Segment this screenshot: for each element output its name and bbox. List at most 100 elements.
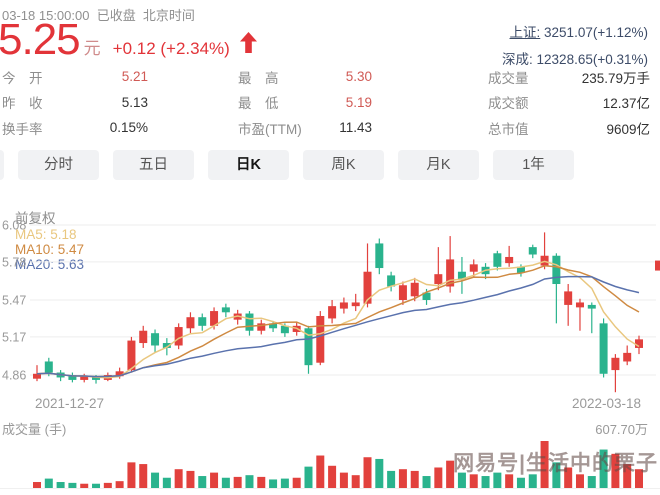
volume-bar <box>434 467 443 488</box>
stat-label: 最 高 <box>238 70 279 86</box>
stat-row: 今 开 5.21 <box>2 64 148 90</box>
volume-bar <box>398 469 407 488</box>
volume-chart[interactable] <box>0 437 660 495</box>
volume-bar <box>56 482 65 488</box>
candle-body <box>410 282 419 297</box>
stat-value: 235.79万手 <box>581 70 650 86</box>
stat-label: 昨 收 <box>2 96 43 112</box>
y-axis-label: 5.78 <box>2 255 26 269</box>
volume-bar <box>339 472 348 488</box>
stat-value: 11.43 <box>339 120 372 136</box>
volume-bar <box>575 474 584 488</box>
tab-weekly-k[interactable]: 周K <box>303 150 384 180</box>
index-link-shanghai[interactable]: 上证: 3251.07(+1.12%) <box>495 6 648 56</box>
index-value-shanghai: 3251.07(+1.12%) <box>540 25 648 40</box>
volume-bar <box>269 479 278 488</box>
volume-bar <box>139 464 148 488</box>
stat-label: 今 开 <box>2 70 43 86</box>
volume-bar <box>422 476 431 488</box>
candle-body <box>269 323 278 329</box>
volume-max-label: 607.70万 <box>595 422 648 437</box>
candle-body <box>139 330 148 344</box>
ma10-legend: MA10: 5.47 <box>15 242 85 257</box>
stat-value: 5.13 <box>121 94 148 110</box>
stat-label: 换手率 <box>2 121 43 137</box>
candle-body <box>422 292 431 300</box>
candle-body <box>434 274 443 285</box>
tab-5day[interactable]: 五日 <box>113 150 194 180</box>
ma20-line <box>36 275 640 378</box>
adjust-mode-label[interactable]: 前复权 <box>15 211 56 226</box>
candle-body <box>505 256 514 264</box>
candle-body <box>162 343 171 348</box>
stat-value: 9609亿 <box>606 121 650 137</box>
price-unit: 元 <box>83 39 101 58</box>
candle-body <box>398 285 407 300</box>
candle-body <box>68 375 77 380</box>
stat-label: 最 低 <box>238 96 279 112</box>
y-axis-label: 4.86 <box>2 369 26 383</box>
candle-body <box>127 340 136 371</box>
index-name-shenzhen[interactable]: 深成: <box>502 52 533 67</box>
candle-body <box>564 291 573 305</box>
volume-bar <box>316 455 325 488</box>
volume-bar <box>493 472 502 488</box>
quote-stats: 今 开 5.21 昨 收 5.13 换手率 0.15% 最 高 5.30 最 低… <box>2 64 652 144</box>
volume-bar <box>80 483 89 488</box>
volume-bar <box>304 466 313 488</box>
ma5-legend: MA5: 5.18 <box>15 227 77 242</box>
candle-body <box>375 243 384 269</box>
candle-body <box>575 302 584 308</box>
volume-bar <box>280 478 289 488</box>
y-axis-label: 5.47 <box>2 294 26 308</box>
stat-row: 最 低 5.19 <box>238 90 372 116</box>
volume-bar <box>233 476 242 488</box>
stat-row: 最 高 5.30 <box>238 64 372 90</box>
candle-body <box>528 247 537 255</box>
tab-minute[interactable]: 分时 <box>18 150 99 180</box>
index-link-shenzhen[interactable]: 深成: 12328.65(+0.31%) <box>487 33 648 83</box>
volume-bar <box>33 482 41 488</box>
candle-body <box>351 302 360 307</box>
stat-row: 成交额 12.37亿 <box>488 90 650 116</box>
volume-bar <box>44 478 53 488</box>
volume-bar <box>446 460 455 488</box>
kline-chart[interactable]: 6.08 5.78 5.47 5.17 4.86 2021-12-27 2022-03-18 <box>0 212 660 414</box>
index-name-shanghai[interactable]: 上证: <box>509 25 541 40</box>
candle-body <box>80 376 89 380</box>
up-arrow-icon <box>239 32 257 58</box>
candle-body <box>280 325 289 334</box>
candle-body <box>387 275 396 287</box>
volume-bar <box>611 453 620 488</box>
stat-value: 12.37亿 <box>602 96 650 112</box>
price-block: 5.25 元 +0.12 (+2.34%) <box>0 18 257 62</box>
x-axis-label-end: 2022-03-18 <box>572 396 641 411</box>
candle-body <box>245 313 254 331</box>
volume-bar <box>635 469 643 488</box>
stat-label: 成交量 <box>488 70 529 86</box>
tab-monthly-k[interactable]: 月K <box>398 150 479 180</box>
volume-bar <box>410 470 419 488</box>
candle-body <box>174 327 183 346</box>
volume-label: 成交量 (手) <box>2 422 67 437</box>
volume-bar <box>127 462 136 488</box>
volume-bar <box>505 474 514 488</box>
volume-bar <box>375 458 384 488</box>
stat-label: 市盈(TTM) <box>238 121 302 137</box>
volume-bar <box>92 483 101 488</box>
tab-daily-k[interactable]: 日K <box>208 150 289 180</box>
candle-body <box>257 323 266 331</box>
volume-bar <box>481 476 490 488</box>
volume-bar <box>103 482 112 488</box>
candle-body <box>635 339 643 348</box>
volume-bar <box>292 477 301 488</box>
volume-bar <box>68 482 77 488</box>
volume-bar <box>221 477 230 488</box>
tab-1year[interactable]: 1年 <box>493 150 574 180</box>
cropped-marker <box>655 260 660 271</box>
volume-bar <box>540 441 549 488</box>
watermark: 网易号|生活中的栗子 <box>453 452 658 475</box>
candle-body <box>33 373 41 379</box>
stat-value: 5.30 <box>345 69 372 85</box>
